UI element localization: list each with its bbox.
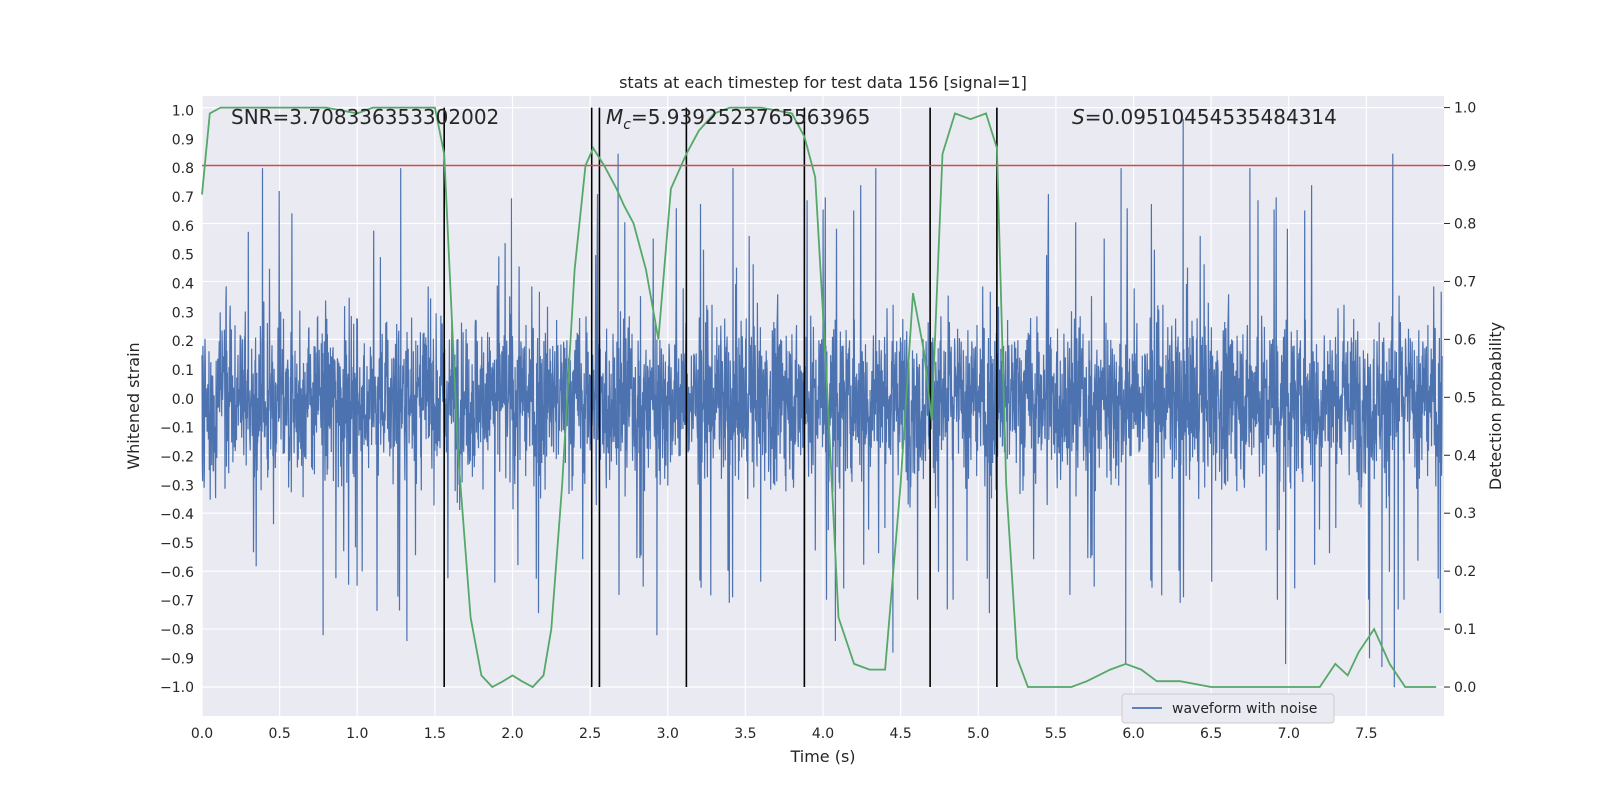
left-tick-label: −0.1 (160, 421, 194, 437)
x-tick-label: 1.5 (424, 726, 446, 742)
legend-box (1121, 693, 1335, 724)
x-tick-label: 0.0 (191, 726, 213, 742)
left-tick-label: 0.3 (172, 305, 194, 321)
x-tick-label: 3.5 (734, 726, 756, 742)
right-tick-label: 0.5 (1454, 390, 1476, 406)
mc-value: =5.9392523765563965 (631, 105, 870, 129)
left-tick-label: 0.1 (172, 363, 194, 379)
x-tick-label: 2.5 (579, 726, 601, 742)
x-tick-label: 6.5 (1200, 726, 1222, 742)
waveform-series (201, 119, 1443, 688)
right-tick-label: 0.0 (1454, 680, 1476, 696)
left-tick-label: 0.7 (172, 190, 194, 206)
s-symbol: S (1072, 105, 1085, 129)
left-tick-label: −0.2 (160, 449, 194, 465)
x-tick-label: 5.0 (967, 726, 989, 742)
x-tick-label: 2.0 (501, 726, 523, 742)
legend-label: waveform with noise (1172, 701, 1317, 717)
left-tick-label: −0.8 (160, 622, 194, 638)
snr-annotation: SNR=3.708336353302002 (231, 105, 499, 129)
chart-title: stats at each timestep for test data 156… (619, 73, 1027, 92)
s-value: =0.09510454535484314 (1085, 105, 1337, 129)
left-tick-label: 0.0 (172, 392, 194, 408)
left-tick-label: −0.7 (160, 594, 194, 610)
left-tick-label: −0.3 (160, 478, 194, 494)
left-axis-label: Whitened strain (124, 342, 143, 469)
right-axis-label: Detection probability (1486, 322, 1505, 490)
right-tick-label: 0.7 (1454, 274, 1476, 290)
left-tick-label: −0.5 (160, 536, 194, 552)
left-tick-label: −0.6 (160, 565, 194, 581)
waveform-with-noise-line (201, 119, 1443, 688)
right-tick-label: 1.0 (1454, 101, 1476, 117)
x-axis-label: Time (s) (789, 747, 855, 766)
x-tick-label: 7.5 (1355, 726, 1377, 742)
left-tick-label: 0.8 (172, 161, 194, 177)
left-tick-label: 0.6 (172, 219, 194, 235)
chirp-mass-annotation: Mc=5.9392523765563965 (606, 105, 870, 133)
left-tick-label: −0.9 (160, 651, 194, 667)
x-tick-label: 6.0 (1122, 726, 1144, 742)
right-tick-label: 0.6 (1454, 332, 1476, 348)
probability-series-line (201, 106, 1437, 689)
left-tick-label: 0.4 (172, 276, 194, 292)
mc-subscript: c (623, 117, 631, 133)
right-tick-label: 0.1 (1454, 622, 1476, 638)
right-tick-label: 0.2 (1454, 564, 1476, 580)
left-axis-ticks: 1.0 0.9 0.8 0.7 0.6 0.5 0.4 0.3 0.2 0.1 0.0 −0.1 −0.… (160, 103, 194, 696)
mc-symbol: M (606, 105, 623, 129)
right-tick-label: 0.9 (1454, 159, 1476, 175)
right-tick-label: 0.8 (1454, 216, 1476, 232)
x-tick-label: 0.5 (268, 726, 290, 742)
x-axis-ticks: 0.0 0.5 1.0 1.5 2.0 2.5 3.0 3.5 4.0 4.5 5.0 5.5 6.0 6… (191, 726, 1378, 742)
x-tick-label: 5.5 (1045, 726, 1067, 742)
left-tick-label: 0.9 (172, 132, 194, 148)
x-tick-label: 4.5 (889, 726, 911, 742)
x-tick-label: 7.0 (1278, 726, 1300, 742)
vertical-markers (443, 107, 998, 688)
right-tick-label: 0.4 (1454, 448, 1476, 464)
x-tick-label: 4.0 (812, 726, 834, 742)
right-axis-ticks: 1.0 0.9 0.8 0.7 0.6 0.5 0.4 0.3 0.2 0.1 0.0 (1444, 101, 1476, 696)
left-tick-label: −1.0 (160, 680, 194, 696)
legend: waveform with noise (1121, 693, 1335, 724)
left-tick-label: 1.0 (172, 103, 194, 119)
s-annotation: S=0.09510454535484314 (1072, 105, 1337, 129)
left-tick-label: 0.5 (172, 248, 194, 264)
left-tick-label: 0.2 (172, 334, 194, 350)
x-tick-label: 1.0 (346, 726, 368, 742)
left-tick-label: −0.4 (160, 507, 194, 523)
x-tick-label: 3.0 (657, 726, 679, 742)
right-tick-label: 0.3 (1454, 506, 1476, 522)
